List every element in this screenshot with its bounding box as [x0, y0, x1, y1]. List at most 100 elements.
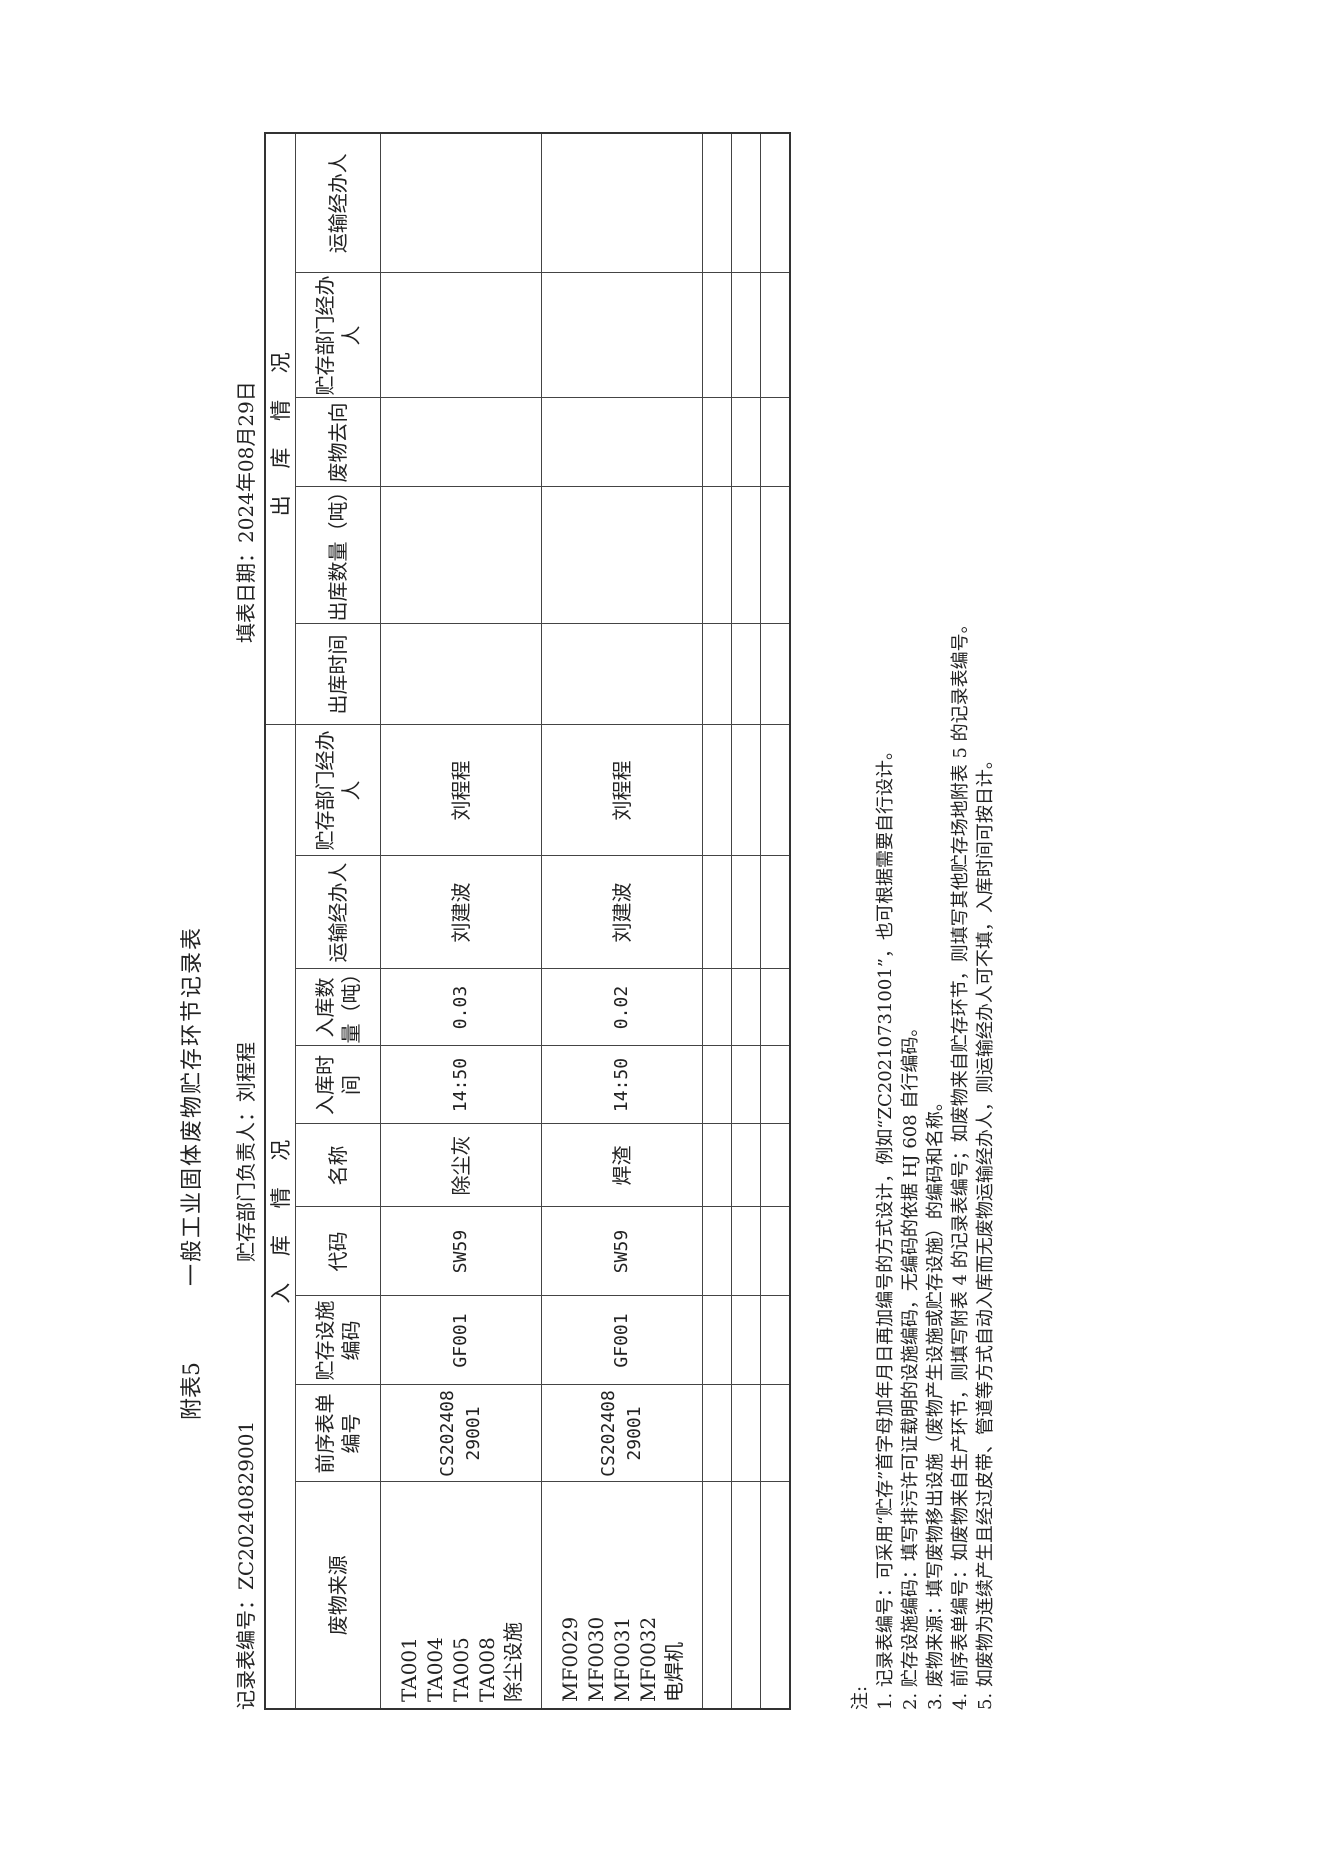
table-row — [760, 133, 790, 1709]
group-header-inbound: 入 库 情 况 — [265, 725, 296, 1709]
table-cell: CS202408 29001 — [541, 1385, 703, 1482]
column-header: 入库数量（吨） — [295, 964, 381, 1046]
table-cell — [702, 1124, 732, 1207]
table-cell — [760, 487, 790, 624]
table-cell: 焊渣 — [541, 1124, 703, 1207]
table-cell: 14:50 — [380, 1046, 542, 1124]
table-cell — [760, 398, 790, 487]
table-cell — [731, 487, 761, 624]
table-cell: SW59 — [380, 1207, 542, 1296]
table-row — [702, 133, 732, 1709]
record-number: 记录表编号：ZC20240829001 — [234, 1420, 258, 1710]
fill-date: 填表日期：2024年08月29日 — [234, 381, 258, 643]
table-cell: 14:50 — [541, 1046, 703, 1124]
table-cell — [760, 1385, 790, 1482]
storage-manager: 贮存部门负责人：刘程程 — [234, 1042, 258, 1262]
table-cell — [731, 1046, 761, 1124]
table-row — [731, 133, 761, 1709]
table-cell — [731, 624, 761, 725]
rotated-document: 附表5 一般工业固体废物贮存环节记录表 记录表编号：ZC20240829001 … — [170, 120, 1010, 1720]
column-header: 出库数量（吨） — [295, 482, 381, 624]
table-cell — [702, 1207, 732, 1296]
table-cell — [731, 1482, 761, 1709]
table-cell — [702, 969, 732, 1046]
table-cell — [702, 856, 732, 969]
table-cell — [731, 969, 761, 1046]
column-header: 贮存部门经办人 — [295, 273, 381, 398]
table-cell: GF001 — [380, 1296, 542, 1385]
table-cell — [731, 273, 761, 398]
table-cell — [760, 1207, 790, 1296]
note-item: 4. 前序表单编号：如废物来自生产环节，则填写附表 4 的记录表编号；如废物来自… — [950, 615, 971, 1710]
note-item: 3. 废物来源：填写废物移出设施（废物产生设施或贮存设施）的编码和名称。 — [925, 1093, 946, 1710]
table-cell — [380, 624, 542, 725]
table-cell — [541, 273, 703, 398]
table-cell — [731, 1207, 761, 1296]
table-cell — [541, 398, 703, 487]
table-cell — [760, 624, 790, 725]
table-cell — [731, 856, 761, 969]
table-cell — [731, 1124, 761, 1207]
table-cell — [731, 1296, 761, 1385]
note-item: 2. 贮存设施编码：填写排污许可证载明的设施编码，无编码的依据 HJ 608 自… — [900, 1018, 921, 1710]
table-cell — [702, 398, 732, 487]
table-cell — [760, 725, 790, 856]
column-header: 废物去向 — [295, 398, 381, 487]
table-cell — [541, 624, 703, 725]
column-header: 入库时间 — [295, 1046, 381, 1124]
table-cell — [731, 725, 761, 856]
column-header: 前序表单编号 — [295, 1385, 381, 1482]
table-cell: 除尘灰 — [380, 1124, 542, 1207]
table-cell: 0.02 — [541, 969, 703, 1046]
table-cell — [702, 624, 732, 725]
appendix-label: 附表5 — [180, 1362, 205, 1420]
table-cell: TA001 TA004 TA005 TA008 除尘设施 — [380, 1482, 542, 1709]
table-cell: CS202408 29001 — [380, 1385, 542, 1482]
table-cell — [760, 1124, 790, 1207]
column-header: 贮存设施编码 — [295, 1296, 381, 1385]
table-cell: 刘程程 — [541, 725, 703, 856]
table-cell — [702, 273, 732, 398]
table-cell — [541, 133, 703, 273]
column-header: 运输经办人 — [295, 856, 381, 969]
notes: 注: 1. 记录表编号：可采用“贮存”首字母加年月日再加编号的方式设计，例如“Z… — [848, 615, 998, 1710]
table-cell — [380, 273, 542, 398]
table-cell — [702, 725, 732, 856]
table-cell — [380, 398, 542, 487]
note-item: 5. 如废物为连续产生且经过皮带、管道等方式自动入库而无废物运输经办人，则运输经… — [975, 751, 996, 1710]
table-cell: SW59 — [541, 1207, 703, 1296]
column-header: 废物来源 — [295, 1482, 381, 1709]
table-cell — [702, 487, 732, 624]
table-cell — [731, 398, 761, 487]
table-cell — [760, 1482, 790, 1709]
table-cell — [731, 133, 761, 273]
table-cell: 刘建波 — [380, 856, 542, 969]
table-cell — [702, 1046, 732, 1124]
table-cell: MF0029 MF0030 MF0031 MF0032 电焊机 — [541, 1482, 703, 1709]
table-cell: 刘建波 — [541, 856, 703, 969]
column-header: 运输经办人 — [295, 133, 381, 273]
table-cell — [702, 133, 732, 273]
table-cell — [731, 1385, 761, 1482]
table-cell — [760, 969, 790, 1046]
table-cell — [702, 1482, 732, 1709]
table-cell — [380, 133, 542, 273]
table-cell — [760, 1046, 790, 1124]
column-header: 出库时间 — [295, 624, 381, 725]
group-header-outbound: 出 库 情 况 — [265, 133, 296, 725]
table-cell — [760, 273, 790, 398]
table-cell — [702, 1385, 732, 1482]
note-item: 1. 记录表编号：可采用“贮存”首字母加年月日再加编号的方式设计，例如“ZC20… — [875, 742, 896, 1710]
table-cell — [380, 487, 542, 624]
notes-label: 注: — [850, 1685, 871, 1710]
document-title: 一般工业固体废物贮存环节记录表 — [180, 925, 205, 1286]
table-cell: 0.03 — [380, 969, 542, 1046]
storage-record-table: 入 库 情 况 出 库 情 况 废物来源 前序表单编号 贮存设施编码 代码 名称 入库时间… — [264, 132, 791, 1710]
table-cell: GF001 — [541, 1296, 703, 1385]
table-cell — [760, 1296, 790, 1385]
table-cell: 刘程程 — [380, 725, 542, 856]
table-row: TA001 TA004 TA005 TA008 除尘设施 CS202408 290… — [380, 133, 542, 1709]
table-cell — [541, 487, 703, 624]
column-header: 贮存部门经办人 — [295, 725, 381, 856]
table-cell — [760, 133, 790, 273]
